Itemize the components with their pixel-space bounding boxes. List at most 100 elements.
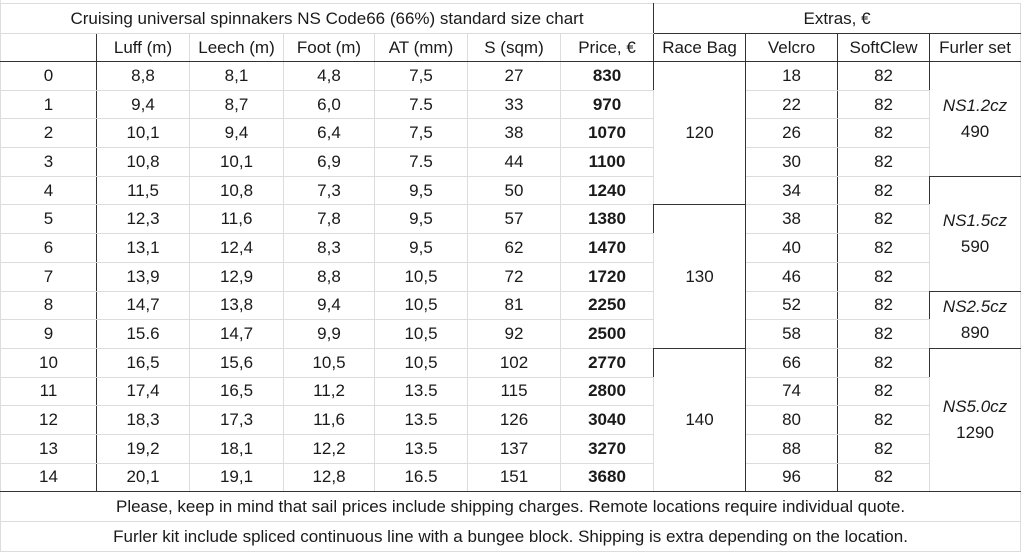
cell-price: 1720 (559, 261, 655, 292)
furler-group: NS2.5cz 890 (929, 290, 1022, 349)
header-price: Price, € (559, 33, 655, 62)
cell-velcro: 18 (745, 61, 839, 91)
cell-price: 1070 (559, 118, 655, 149)
furler-price: 890 (960, 322, 990, 342)
header-foot: Foot (m) (283, 33, 375, 62)
header-race-bag: Race Bag (653, 33, 747, 62)
cell-velcro: 46 (745, 261, 839, 292)
cell-leech: 12,9 (189, 261, 284, 292)
cell-size: 9 (0, 319, 97, 349)
cell-price: 970 (559, 89, 655, 120)
cell-velcro: 66 (745, 347, 839, 378)
cell-size: 7 (0, 261, 97, 292)
table-row: 14 20,1 19,1 12,8 16.5 151 3680 96 82 (0, 462, 1021, 493)
cell-at: 10,5 (374, 290, 468, 321)
cell-foot: 8,3 (283, 233, 375, 263)
cell-softclew: 82 (837, 405, 931, 435)
header-leech: Leech (m) (189, 33, 284, 62)
cell-price: 3040 (559, 405, 655, 435)
race-bag-group: 140 (653, 347, 747, 493)
cell-softclew: 82 (837, 261, 931, 292)
cell-leech: 9,4 (189, 118, 284, 149)
cell-luff: 17,4 (96, 376, 190, 407)
cell-area: 102 (467, 347, 561, 378)
table-row: 9 15.6 14,7 9,9 10,5 92 2500 58 82 (0, 319, 1021, 349)
note-furler-kit: Furler kit include spliced continuous li… (0, 521, 1022, 552)
cell-softclew: 82 (837, 290, 931, 321)
cell-at: 7.5 (374, 89, 468, 120)
cell-size: 10 (0, 347, 97, 378)
cell-at: 10,5 (374, 261, 468, 292)
table-row: 7 13,9 12,9 8,8 10,5 72 1720 46 82 (0, 261, 1021, 292)
cell-price: 1380 (559, 204, 655, 235)
cell-leech: 13,8 (189, 290, 284, 321)
cell-luff: 9,4 (96, 89, 190, 120)
table-row: 2 10,1 9,4 6,4 7,5 38 1070 26 82 (0, 118, 1021, 149)
cell-luff: 10,8 (96, 147, 190, 177)
furler-name: NS5.0cz (942, 397, 1008, 417)
furler-name: NS1.2cz (942, 95, 1008, 115)
cell-size: 0 (0, 61, 97, 91)
cell-leech: 10,1 (189, 147, 284, 177)
furler-group: NS1.5cz 590 (929, 175, 1022, 292)
cell-softclew: 82 (837, 204, 931, 235)
cell-softclew: 82 (837, 233, 931, 263)
cell-velcro: 80 (745, 405, 839, 435)
cell-softclew: 82 (837, 147, 931, 177)
cell-leech: 12,4 (189, 233, 284, 263)
cell-foot: 7,8 (283, 204, 375, 235)
cell-velcro: 40 (745, 233, 839, 263)
cell-area: 44 (467, 147, 561, 177)
cell-price: 2500 (559, 319, 655, 349)
table-row: 11 17,4 16,5 11,2 13.5 115 2800 74 82 (0, 376, 1021, 407)
table-row: 10 16,5 15,6 10,5 10,5 102 2770 140 66 8… (0, 347, 1022, 493)
cell-velcro: 22 (745, 89, 839, 120)
cell-velcro: 58 (745, 319, 839, 349)
cell-size: 3 (0, 147, 97, 177)
cell-foot: 11,2 (283, 376, 375, 407)
furler-group: NS5.0cz 1290 (929, 347, 1022, 493)
cell-size: 13 (0, 433, 97, 464)
cell-foot: 12,8 (283, 462, 375, 493)
cell-luff: 13,1 (96, 233, 190, 263)
cell-price: 1100 (559, 147, 655, 177)
cell-area: 62 (467, 233, 561, 263)
cell-foot: 10,5 (283, 347, 375, 378)
cell-luff: 19,2 (96, 433, 190, 464)
cell-velcro: 52 (745, 290, 839, 321)
cell-price: 1470 (559, 233, 655, 263)
header-area: S (sqm) (467, 33, 561, 62)
race-bag-group: 120 (653, 60, 747, 206)
cell-price: 1240 (559, 175, 655, 206)
cell-luff: 14,7 (96, 290, 190, 321)
cell-velcro: 38 (745, 204, 839, 235)
cell-at: 9,5 (374, 233, 468, 263)
cell-at: 9,5 (374, 204, 468, 235)
cell-velcro: 34 (745, 175, 839, 206)
table-row: 12 18,3 17,3 11,6 13.5 126 3040 80 82 (0, 405, 1021, 435)
cell-foot: 12,2 (283, 433, 375, 464)
cell-at: 7,5 (374, 61, 468, 91)
table-row: 1 9,4 8,7 6,0 7.5 33 970 22 82 (0, 89, 1021, 120)
cell-area: 57 (467, 204, 561, 235)
cell-leech: 18,1 (189, 433, 284, 464)
table-row: 3 10,8 10,1 6,9 7.5 44 1100 30 82 (0, 147, 1021, 177)
cell-velcro: 30 (745, 147, 839, 177)
cell-size: 8 (0, 290, 97, 321)
cell-foot: 11,6 (283, 405, 375, 435)
cell-softclew: 82 (837, 462, 931, 493)
cell-luff: 18,3 (96, 405, 190, 435)
cell-velcro: 74 (745, 376, 839, 407)
cell-foot: 9,9 (283, 319, 375, 349)
cell-leech: 14,7 (189, 319, 284, 349)
cell-area: 81 (467, 290, 561, 321)
cell-softclew: 82 (837, 89, 931, 120)
cell-area: 50 (467, 175, 561, 206)
furler-name: NS2.5cz (942, 296, 1008, 316)
cell-luff: 16,5 (96, 347, 190, 378)
cell-luff: 10,1 (96, 118, 190, 149)
header-luff: Luff (m) (96, 33, 190, 62)
extras-title: Extras, € (653, 3, 1022, 34)
cell-foot: 6,9 (283, 147, 375, 177)
furler-price: 490 (960, 121, 990, 141)
